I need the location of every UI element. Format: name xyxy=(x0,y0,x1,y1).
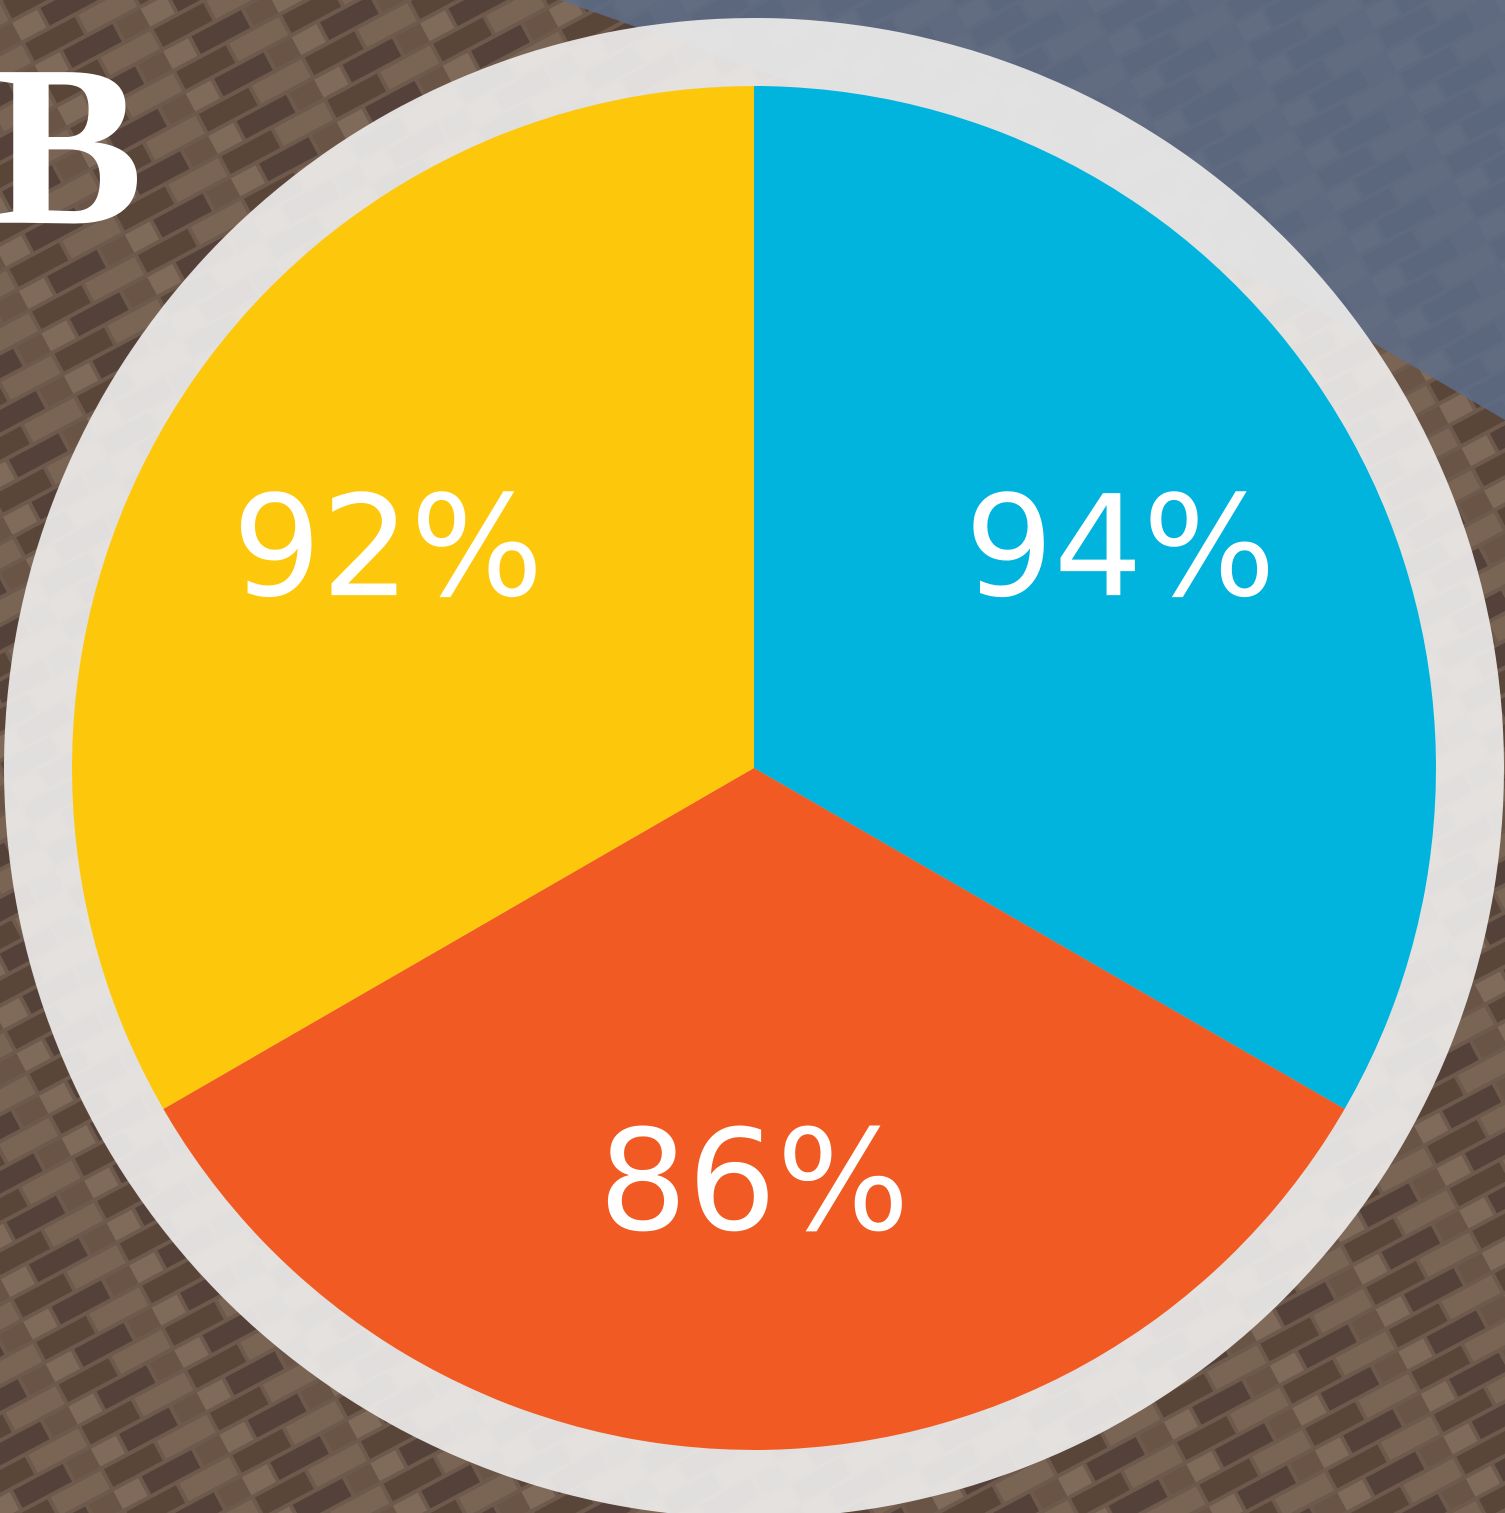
pie-sector xyxy=(163,768,1345,1450)
background-sky xyxy=(560,0,1505,420)
sector-label: 94% xyxy=(965,466,1276,629)
pie-sector xyxy=(754,86,1436,1109)
pie: 94% 86% 92% xyxy=(72,86,1436,1450)
pie-sector xyxy=(72,86,755,1109)
section-letter: B xyxy=(0,18,143,273)
sector-label: 86% xyxy=(598,1100,909,1263)
sector-label: 92% xyxy=(232,466,543,629)
